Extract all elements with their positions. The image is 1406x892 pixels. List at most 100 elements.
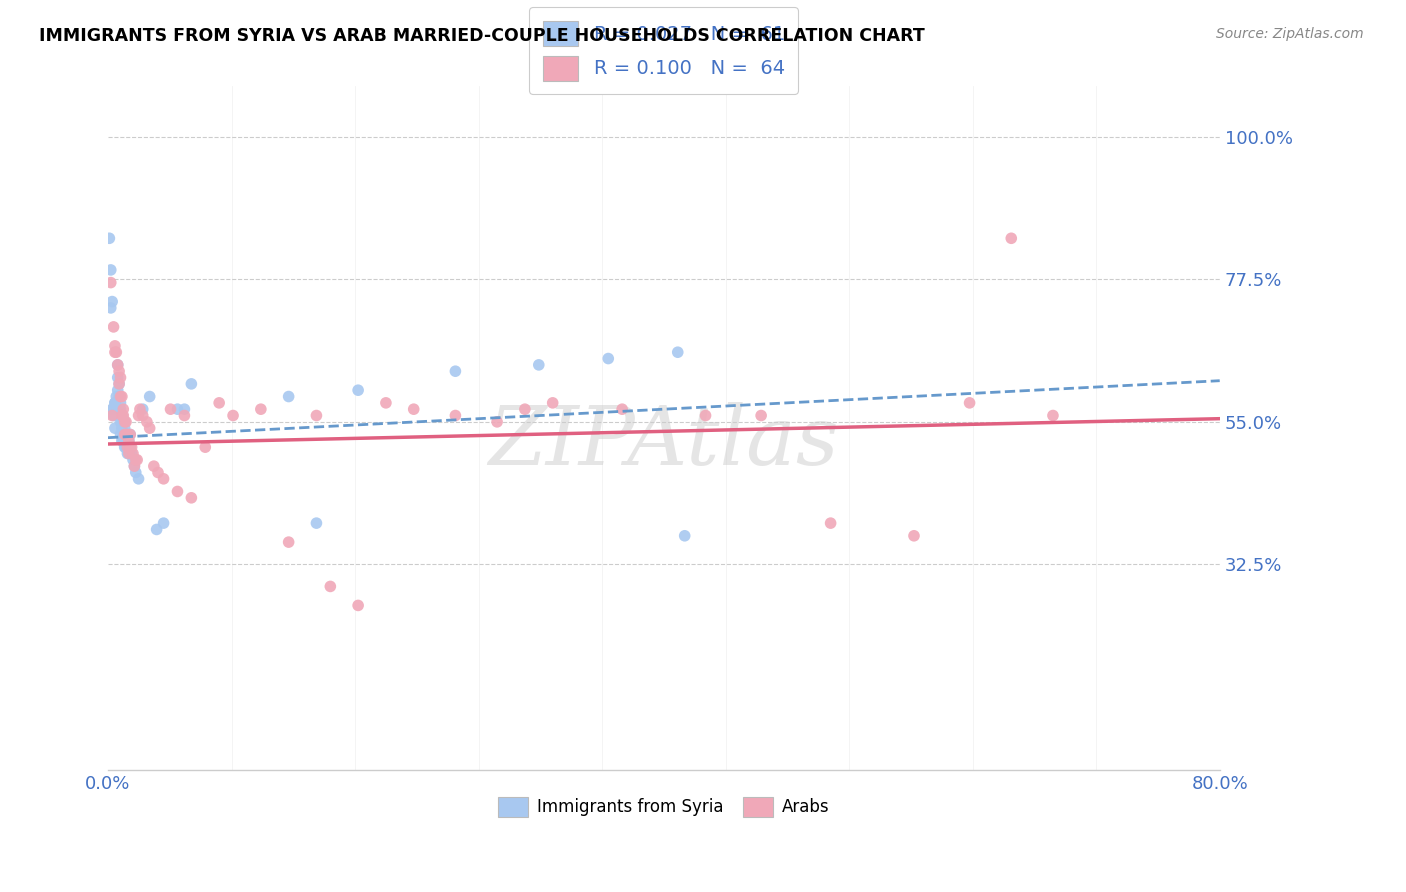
Point [1042,409,1064,423]
Point [118,446,141,460]
Point [115,427,138,442]
Point [103,319,125,334]
Point [305,516,328,530]
Point [115,415,138,429]
Point [444,364,467,378]
Point [666,345,689,359]
Point [120,427,142,442]
Point [100,276,122,290]
Point [124,459,146,474]
Point [114,440,136,454]
Point [138,390,160,404]
Point [277,390,299,404]
Text: ZIPAtlas: ZIPAtlas [488,402,839,482]
Point [114,421,136,435]
Point [541,396,564,410]
Point [103,402,125,417]
Point [486,415,509,429]
Point [142,459,165,474]
Point [135,415,157,429]
Point [159,402,181,417]
Point [122,446,145,460]
Point [118,446,141,460]
Point [222,409,245,423]
Legend: Immigrants from Syria, Arabs: Immigrants from Syria, Arabs [492,790,837,823]
Point [112,434,135,448]
Point [673,529,696,543]
Point [98,231,121,245]
Point [104,396,127,410]
Point [129,402,152,417]
Point [107,358,129,372]
Point [208,396,231,410]
Point [111,409,134,423]
Point [118,434,141,448]
Point [152,472,174,486]
Point [111,421,134,435]
Point [173,409,195,423]
Point [121,440,143,454]
Point [110,402,132,417]
Point [166,484,188,499]
Point [127,453,149,467]
Point [110,396,132,410]
Point [111,415,134,429]
Point [128,409,150,423]
Point [598,351,620,366]
Point [695,409,717,423]
Point [513,402,536,417]
Point [112,409,135,423]
Point [108,376,131,391]
Point [110,415,132,429]
Point [132,402,155,417]
Point [117,440,139,454]
Point [115,440,138,454]
Point [120,440,142,454]
Point [100,301,122,315]
Point [111,409,134,423]
Point [100,263,122,277]
Point [101,409,124,423]
Point [107,370,129,384]
Point [612,402,634,417]
Point [1000,231,1022,245]
Point [105,345,128,359]
Point [111,434,134,448]
Point [101,294,124,309]
Point [124,459,146,474]
Point [112,415,135,429]
Point [180,376,202,391]
Point [111,390,134,404]
Point [108,376,131,391]
Point [173,402,195,417]
Point [118,434,141,448]
Text: IMMIGRANTS FROM SYRIA VS ARAB MARRIED-COUPLE HOUSEHOLDS CORRELATION CHART: IMMIGRANTS FROM SYRIA VS ARAB MARRIED-CO… [39,27,925,45]
Point [820,516,842,530]
Point [374,396,396,410]
Point [107,383,129,397]
Point [305,409,328,423]
Point [319,579,342,593]
Point [115,427,138,442]
Point [117,427,139,442]
Point [959,396,981,410]
Point [114,415,136,429]
Point [114,415,136,429]
Point [112,402,135,417]
Point [152,516,174,530]
Point [105,390,128,404]
Point [125,453,148,467]
Point [749,409,772,423]
Point [110,427,132,442]
Point [117,446,139,460]
Point [128,472,150,486]
Point [194,440,217,454]
Point [104,396,127,410]
Point [444,409,467,423]
Point [108,402,131,417]
Point [122,453,145,467]
Text: Source: ZipAtlas.com: Source: ZipAtlas.com [1216,27,1364,41]
Point [114,427,136,442]
Point [250,402,273,417]
Point [110,390,132,404]
